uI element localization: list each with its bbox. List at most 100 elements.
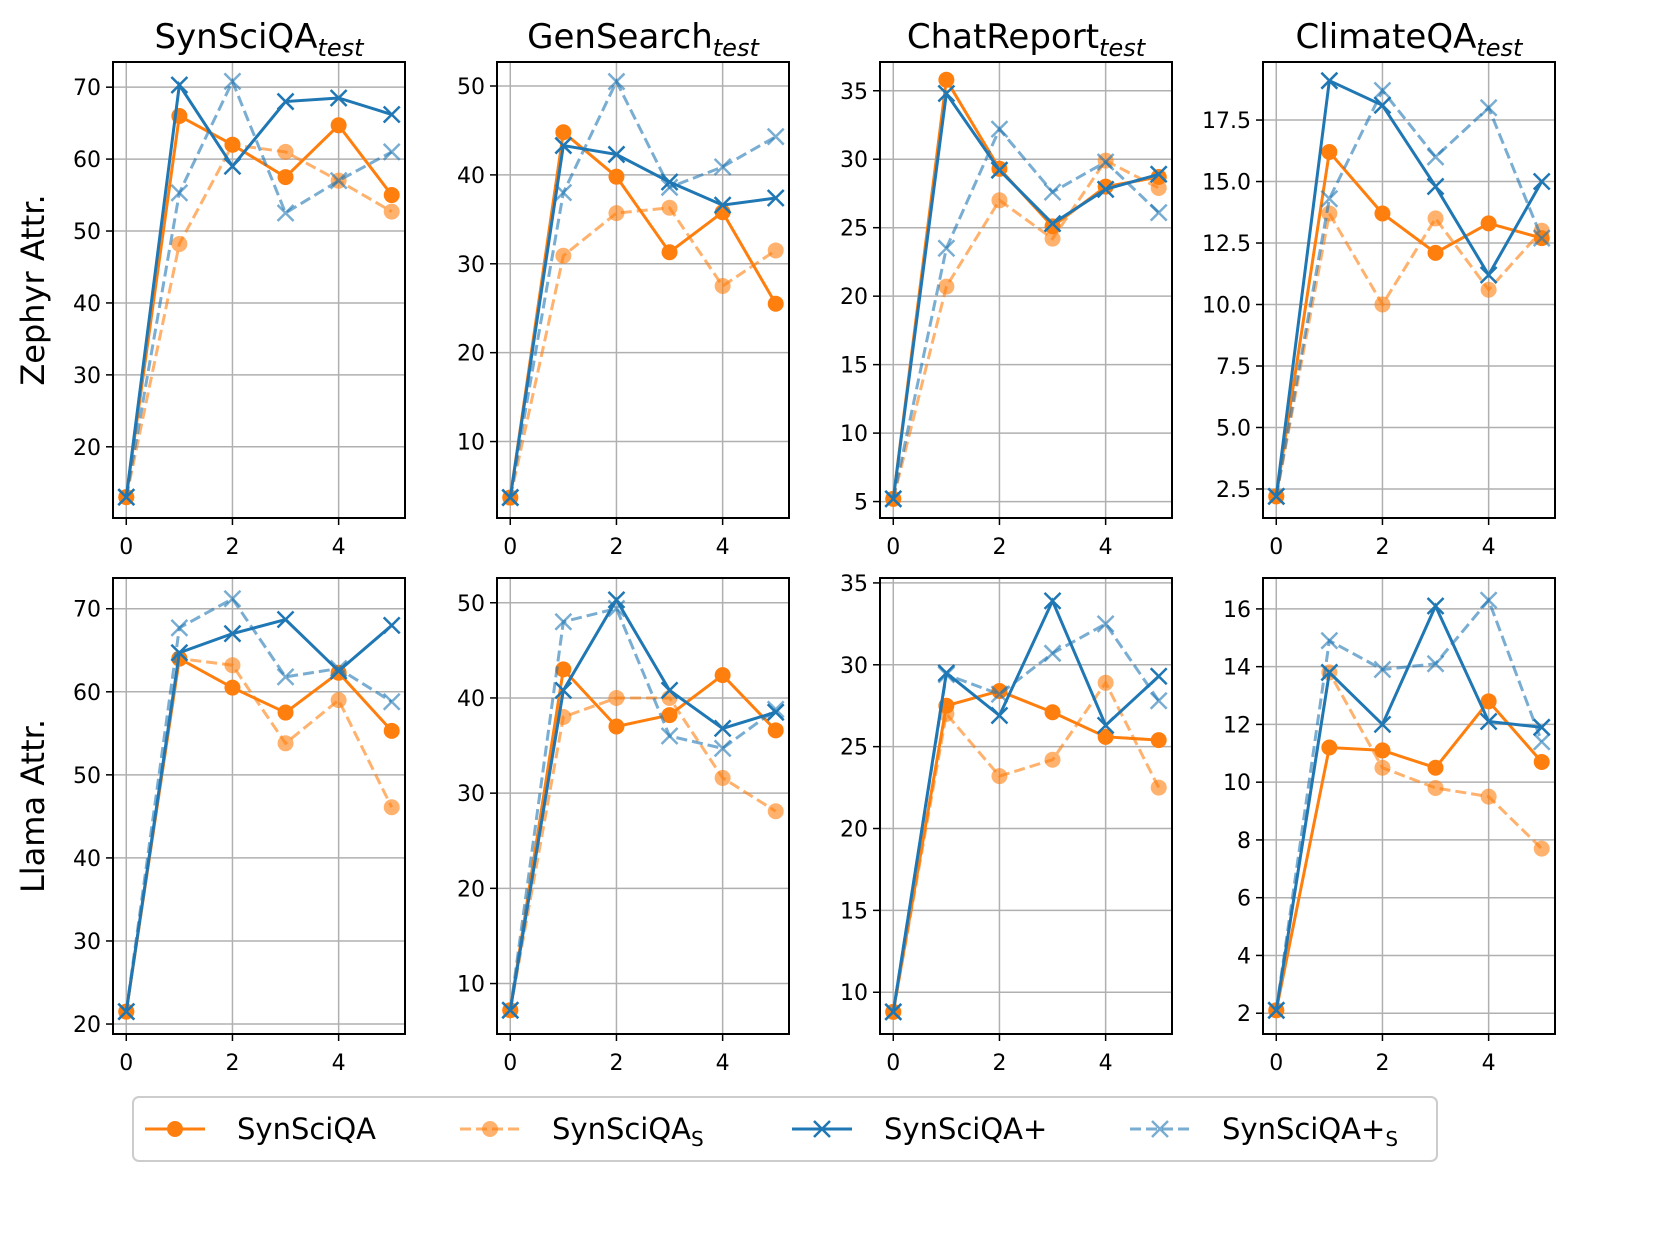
data-point bbox=[170, 184, 189, 202]
subplot-title: GenSearchtest bbox=[527, 17, 760, 62]
data-point bbox=[554, 612, 573, 631]
y-tick-label: 60 bbox=[73, 148, 101, 173]
data-point bbox=[1426, 148, 1445, 166]
data-point bbox=[1479, 712, 1498, 731]
data-point bbox=[607, 72, 626, 91]
data-point bbox=[884, 1003, 903, 1021]
subplot: 20 30 40 50 60 70 0 2 4 SynSciQAtest Zephyr Attr. bbox=[14, 17, 406, 560]
x-tick-label: 0 bbox=[119, 535, 133, 560]
data-point bbox=[555, 661, 572, 678]
data-point bbox=[991, 768, 1008, 785]
y-tick-label: 12 bbox=[1223, 713, 1251, 738]
data-point bbox=[991, 192, 1008, 209]
y-tick-label: 15.0 bbox=[1202, 171, 1251, 196]
data-point bbox=[1321, 144, 1338, 161]
data-point bbox=[276, 204, 295, 222]
y-tick-label: 2.5 bbox=[1216, 478, 1251, 503]
data-point bbox=[1096, 716, 1115, 735]
data-point bbox=[1044, 704, 1061, 721]
legend-subscript: S bbox=[691, 1127, 704, 1151]
x-tick-label: 0 bbox=[503, 535, 517, 560]
subplot: 10 20 30 40 50 0 2 4 GenSearchtest bbox=[457, 17, 790, 560]
data-point bbox=[276, 92, 295, 111]
data-point bbox=[170, 76, 189, 94]
series-line bbox=[1274, 148, 1543, 497]
subplot: 2.5 5.0 7.5 10.0 12.5 15.0 17.5 0 2 4 ClimateQAtes… bbox=[1202, 17, 1556, 560]
legend-box bbox=[132, 1096, 1438, 1162]
data-point bbox=[990, 161, 1009, 180]
data-point bbox=[1374, 205, 1391, 222]
y-tick-label: 50 bbox=[457, 75, 485, 100]
axes-frame bbox=[879, 61, 1173, 519]
data-point bbox=[555, 247, 572, 264]
data-point bbox=[1150, 169, 1167, 186]
x-tick-label: 2 bbox=[1375, 1051, 1389, 1076]
data-point bbox=[1096, 153, 1115, 171]
data-point bbox=[608, 168, 625, 185]
series-line bbox=[124, 143, 393, 498]
data-point bbox=[329, 662, 348, 680]
legend-label: SynSciQA+ bbox=[884, 1112, 1047, 1146]
y-tick-label: 20 bbox=[457, 342, 485, 367]
data-point bbox=[383, 799, 400, 816]
subplot: 10 15 20 25 30 35 0 2 4 bbox=[840, 572, 1173, 1076]
data-point bbox=[382, 143, 401, 161]
data-point bbox=[383, 722, 400, 739]
data-point bbox=[766, 700, 785, 719]
y-tick-label: 70 bbox=[73, 76, 101, 101]
data-point bbox=[660, 727, 679, 745]
subplot-title: SynSciQAtest bbox=[154, 17, 365, 62]
data-point bbox=[277, 735, 294, 752]
data-point bbox=[938, 278, 955, 295]
y-tick-label: 30 bbox=[457, 782, 485, 807]
y-tick-label: 40 bbox=[73, 292, 101, 317]
legend-label: SynSciQAS bbox=[552, 1112, 704, 1151]
y-tick-label: 10.0 bbox=[1202, 294, 1251, 319]
data-point bbox=[1373, 81, 1392, 100]
y-tick-label: 40 bbox=[73, 847, 101, 872]
y-tick-label: 20 bbox=[73, 436, 101, 461]
x-tick-label: 0 bbox=[886, 535, 900, 560]
data-point bbox=[171, 235, 188, 252]
y-tick-label: 25 bbox=[840, 217, 868, 242]
legend-name: SynSciQA+ bbox=[884, 1112, 1047, 1146]
data-point bbox=[1149, 165, 1168, 184]
data-point bbox=[1533, 840, 1550, 857]
data-point bbox=[1321, 205, 1338, 222]
series-line bbox=[1274, 78, 1544, 497]
data-point bbox=[713, 719, 732, 738]
data-point bbox=[276, 667, 295, 686]
data-point bbox=[555, 124, 572, 141]
data-point bbox=[1043, 644, 1062, 663]
y-tick-label: 40 bbox=[457, 687, 485, 712]
y-tick-label: 30 bbox=[457, 253, 485, 278]
data-point bbox=[767, 242, 784, 259]
data-point bbox=[1320, 631, 1339, 650]
data-point bbox=[661, 689, 678, 706]
data-point bbox=[1479, 266, 1498, 284]
data-point bbox=[1480, 215, 1497, 232]
data-point bbox=[277, 704, 294, 721]
title-main: SynSciQA bbox=[154, 17, 317, 57]
title-main: GenSearch bbox=[527, 17, 713, 57]
data-point bbox=[1097, 728, 1114, 745]
subplot-title: ClimateQAtest bbox=[1296, 17, 1525, 62]
data-point bbox=[383, 187, 400, 204]
series-line bbox=[891, 597, 1160, 1013]
title-subscript: test bbox=[713, 34, 761, 62]
x-tick-label: 2 bbox=[992, 1051, 1006, 1076]
y-tick-label: 50 bbox=[457, 592, 485, 617]
data-point bbox=[1044, 230, 1061, 247]
title-subscript: test bbox=[317, 34, 365, 62]
y-tick-label: 30 bbox=[840, 654, 868, 679]
data-point bbox=[1374, 742, 1391, 759]
y-tick-label: 30 bbox=[73, 930, 101, 955]
data-point bbox=[660, 681, 679, 700]
axes-frame bbox=[496, 61, 790, 519]
data-point bbox=[1480, 281, 1497, 298]
data-point bbox=[767, 722, 784, 739]
y-tick-label: 20 bbox=[840, 818, 868, 843]
legend-marker bbox=[813, 1120, 831, 1138]
